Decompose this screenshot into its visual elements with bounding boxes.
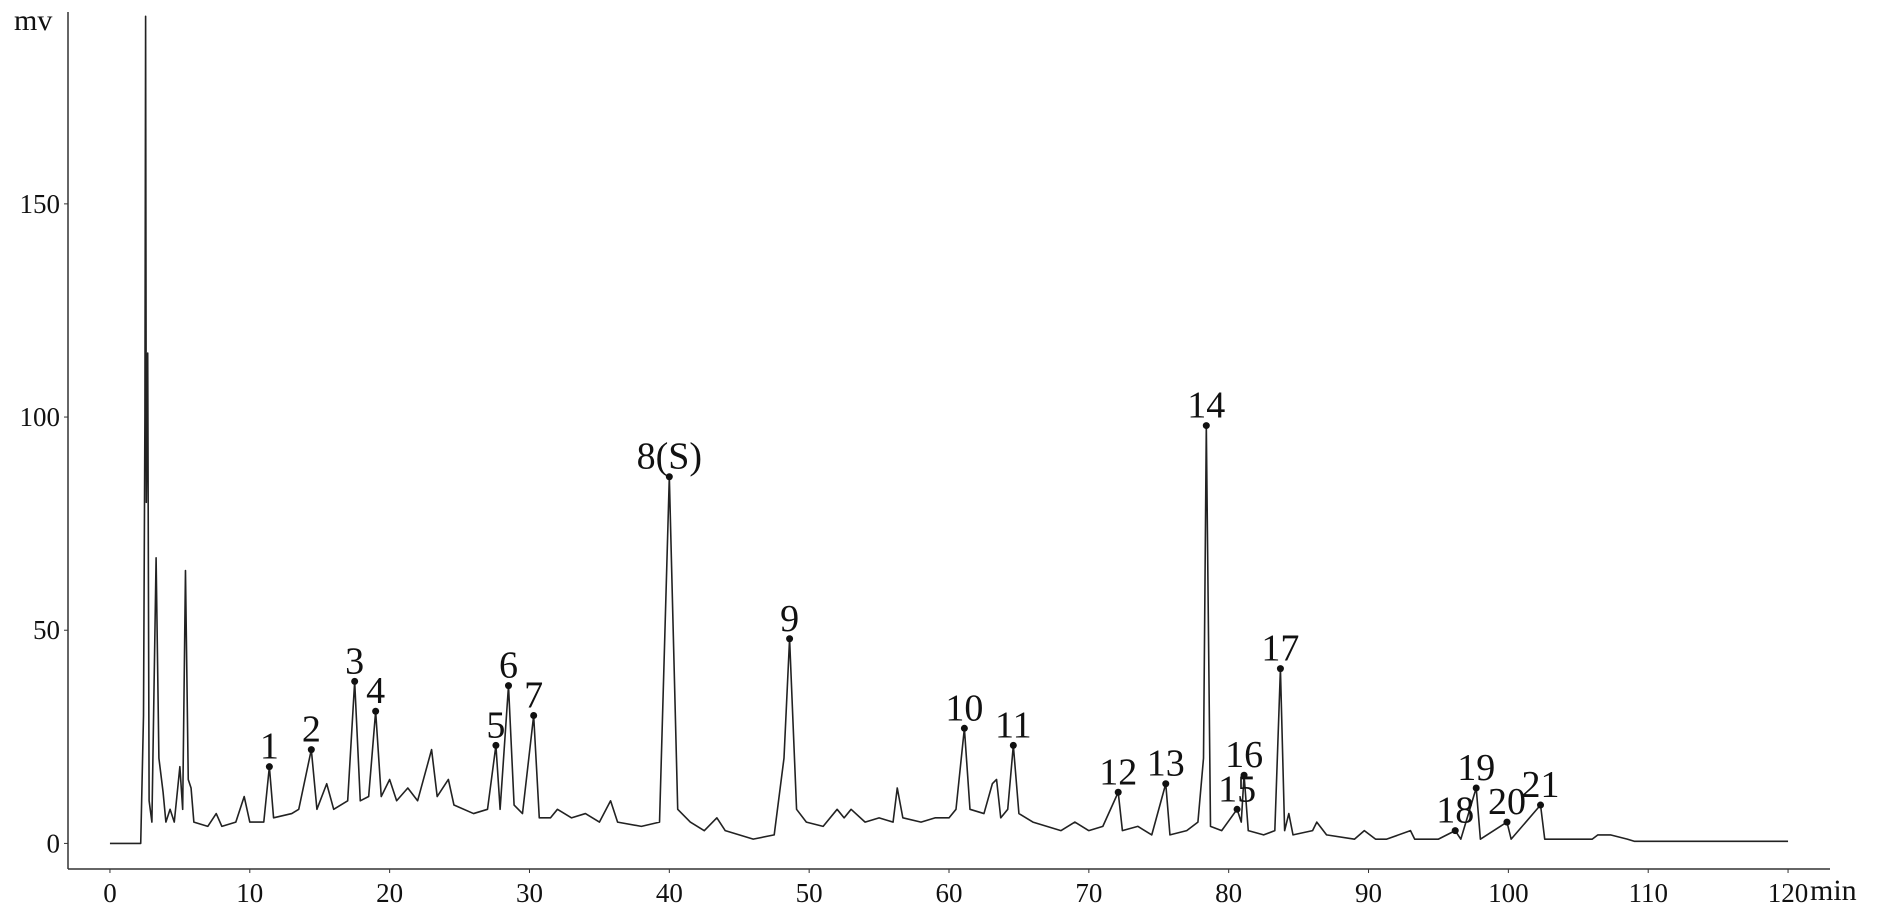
x-axis-label: min bbox=[1810, 874, 1857, 907]
x-tick-label: 30 bbox=[516, 878, 543, 908]
peak-label: 7 bbox=[524, 675, 543, 717]
x-tick-label: 60 bbox=[936, 878, 963, 908]
y-tick-label: 50 bbox=[33, 615, 60, 645]
y-tick-label: 100 bbox=[20, 402, 61, 432]
x-tick-label: 20 bbox=[376, 878, 403, 908]
peak-label: 12 bbox=[1099, 751, 1137, 793]
peak-label: 21 bbox=[1522, 764, 1560, 806]
peak-label: 20 bbox=[1488, 781, 1526, 823]
peak-label: 11 bbox=[995, 704, 1032, 746]
chart: mv min 050100150010203040506070809010011… bbox=[0, 0, 1885, 923]
peak-label: 9 bbox=[780, 598, 799, 640]
peak-label: 3 bbox=[345, 640, 364, 682]
x-tick-label: 0 bbox=[103, 878, 117, 908]
peak-label: 13 bbox=[1147, 743, 1185, 785]
x-tick-label: 40 bbox=[656, 878, 683, 908]
peak-label: 14 bbox=[1187, 385, 1225, 427]
y-tick-label: 0 bbox=[47, 828, 61, 858]
peak-label: 16 bbox=[1225, 734, 1263, 776]
peak-label: 4 bbox=[366, 670, 385, 712]
peak-label: 1 bbox=[260, 726, 279, 768]
page: {"chart_data": {"type": "line", "y_label… bbox=[0, 0, 1885, 923]
peak-label: 18 bbox=[1436, 790, 1474, 832]
peak-label: 17 bbox=[1261, 628, 1299, 670]
peak-label: 10 bbox=[945, 687, 983, 729]
x-tick-label: 90 bbox=[1355, 878, 1382, 908]
y-tick-label: 150 bbox=[20, 189, 61, 219]
x-tick-label: 10 bbox=[236, 878, 263, 908]
peak-label: 2 bbox=[302, 709, 321, 751]
x-tick-label: 50 bbox=[796, 878, 823, 908]
x-tick-label: 120 bbox=[1768, 878, 1809, 908]
x-tick-label: 110 bbox=[1628, 878, 1668, 908]
peak-label: 5 bbox=[486, 704, 505, 746]
y-axis-label: mv bbox=[14, 4, 52, 37]
x-tick-label: 70 bbox=[1075, 878, 1102, 908]
peak-label: 8(S) bbox=[637, 436, 702, 478]
x-tick-label: 80 bbox=[1215, 878, 1242, 908]
peak-label: 6 bbox=[499, 645, 518, 687]
x-tick-label: 100 bbox=[1488, 878, 1529, 908]
